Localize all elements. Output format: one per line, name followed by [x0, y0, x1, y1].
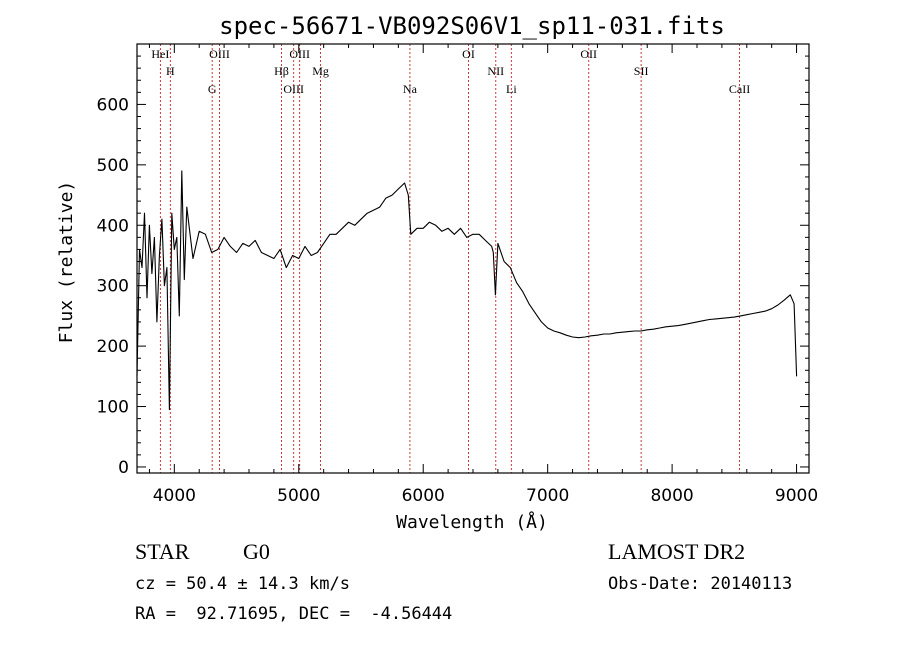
- y-tick-label: 300: [97, 277, 129, 297]
- y-tick-label: 500: [97, 156, 129, 176]
- x-tick-label: 5000: [277, 486, 320, 506]
- coordinates: RA = 92.71695, DEC = -4.56444: [135, 604, 453, 624]
- marker-label: OIII: [289, 47, 310, 61]
- y-tick-label: 200: [97, 337, 129, 357]
- spectrum-series: [136, 170, 798, 411]
- y-tick-label: 600: [97, 95, 129, 115]
- y-tick-label: 100: [97, 398, 129, 418]
- marker-label: OIII: [209, 47, 230, 61]
- marker-label: Na: [403, 82, 418, 96]
- marker-label: Li: [506, 82, 517, 96]
- marker-label: G: [208, 82, 217, 96]
- x-axis-label: Wavelength (Å): [396, 511, 548, 533]
- marker-label: H: [166, 64, 175, 78]
- x-tick-label: 7000: [526, 486, 569, 506]
- axis-ticks: 4000 5000 6000 7000 8000 9000 0 100 200 300 400 500…: [97, 44, 818, 506]
- marker-label: Mg: [312, 64, 329, 78]
- x-tick-label: 8000: [650, 486, 693, 506]
- marker-label: SII: [634, 64, 649, 78]
- plot-frame: [136, 43, 810, 474]
- chart-title: spec-56671-VB092S06V1_sp11-031.fits: [219, 12, 725, 40]
- observation-date: Obs-Date: 20140113: [608, 574, 793, 594]
- survey-name: LAMOST DR2: [608, 539, 746, 564]
- object-subclass: G0: [243, 539, 270, 564]
- marker-label: CaII: [729, 82, 750, 96]
- spectrum-line: [136, 170, 798, 411]
- marker-label: HeI: [151, 47, 169, 61]
- x-tick-label: 9000: [775, 486, 818, 506]
- redshift-velocity: cz = 50.4 ± 14.3 km/s: [135, 574, 350, 594]
- x-tick-label: 4000: [153, 486, 196, 506]
- x-tick-label: 6000: [402, 486, 445, 506]
- y-axis-label: Flux (relative): [56, 181, 77, 344]
- marker-label: OII: [580, 47, 597, 61]
- marker-label: OI: [462, 47, 475, 61]
- y-tick-label: 0: [118, 458, 129, 478]
- object-class: STAR: [135, 539, 190, 564]
- marker-label: NII: [487, 64, 504, 78]
- marker-label: OIII: [283, 82, 304, 96]
- y-tick-label: 400: [97, 216, 129, 236]
- marker-label: Hβ: [274, 64, 289, 78]
